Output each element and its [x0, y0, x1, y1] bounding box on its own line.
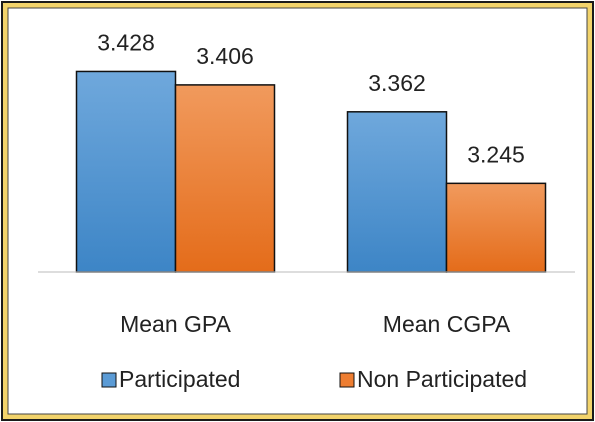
data-label: 3.245	[467, 141, 525, 167]
legend-swatch	[101, 372, 117, 388]
data-label: 3.428	[97, 30, 155, 56]
data-label: 3.362	[368, 70, 426, 96]
bar	[174, 84, 276, 273]
legend-label: Participated	[119, 366, 240, 392]
bar	[346, 111, 448, 273]
x-tick-label: Mean GPA	[120, 311, 231, 337]
bar	[445, 182, 547, 273]
data-label: 3.406	[196, 43, 254, 69]
legend-swatch	[339, 372, 355, 388]
bar	[75, 70, 177, 273]
legend-label: Non Participated	[357, 366, 527, 392]
x-tick-label: Mean CGPA	[383, 311, 511, 337]
